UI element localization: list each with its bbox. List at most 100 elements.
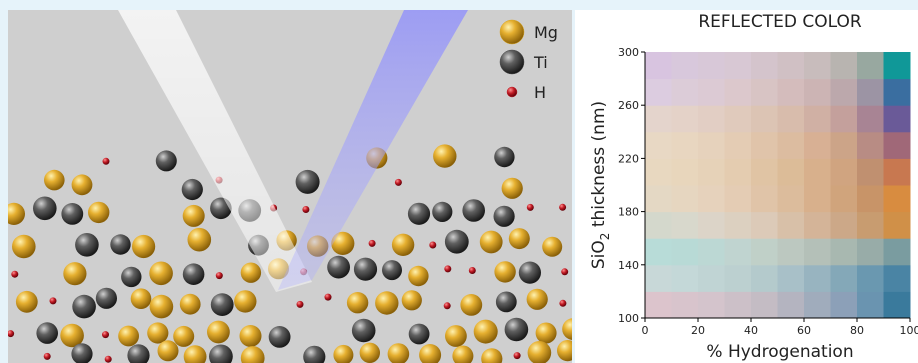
h-atom [216,272,223,279]
legend-label: Mg [534,23,558,42]
page: {"illustration": {"legend": [ {"label": … [0,0,918,363]
mg-atom [183,205,205,227]
chart-title: REFLECTED COLOR [698,12,862,32]
h-atom [561,268,568,275]
h-atom [50,297,57,304]
heatmap-cell [672,212,699,239]
mg-atom [502,178,523,199]
heatmap-cell [831,291,858,318]
legend-swatch [507,87,517,97]
heatmap-cell [804,52,831,79]
heatmap-cell [672,105,699,132]
ti-atom [496,292,517,313]
heatmap-cell [831,52,858,79]
mg-atom [131,288,152,309]
heatmap-cell [751,238,778,265]
heatmap-cell [884,212,911,239]
heatmap-cell [884,158,911,185]
y-axis-label-rest: thickness (nm) [589,101,609,233]
heatmap-cell [804,79,831,106]
heatmap-cell [857,132,884,159]
y-tick-label: 140 [618,259,639,272]
heatmap-cell [778,212,805,239]
y-axis-label-sub: 2 [598,233,612,241]
heatmap-cell [725,158,752,185]
mg-atom [445,325,467,347]
heatmap-cell [884,132,911,159]
heatmap-cell [857,212,884,239]
heatmap-cell [884,105,911,132]
x-axis-label: % Hydrogenation [706,342,853,362]
h-atom [527,204,534,211]
heatmap-cell [884,52,911,79]
h-atom [444,265,451,272]
mg-atom [241,263,261,283]
ti-atom [432,202,452,222]
heatmap-cell [804,132,831,159]
mg-atom [392,234,414,256]
ti-atom [354,258,377,281]
h-atom [105,356,112,363]
heatmap-cell [831,212,858,239]
heatmap-cell [857,52,884,79]
heatmap-cell [751,158,778,185]
ti-atom [505,318,529,342]
y-tick-label: 300 [618,46,639,59]
ti-atom [61,203,83,225]
heatmap-cell [672,52,699,79]
legend-swatch [500,50,524,74]
heatmap-cell [804,212,831,239]
legend-label: Ti [533,53,548,72]
heatmap-cell [751,212,778,239]
mg-atom [88,202,109,223]
heatmap-cell [725,132,752,159]
heatmap-cell [831,185,858,212]
heatmap-cell [857,105,884,132]
heatmap-cell [778,291,805,318]
mg-atom [408,266,428,286]
heatmap-cell [884,265,911,292]
heatmap-cell [884,238,911,265]
mg-atom [460,294,482,316]
mg-atom [360,343,380,363]
h-atom [11,271,18,278]
heatmap-cell [725,105,752,132]
heatmap-cell [698,158,725,185]
y-axis-label: SiO2 thickness (nm) [589,101,612,269]
ti-atom [296,170,320,194]
mg-atom [118,326,139,347]
heatmap-cell [645,105,672,132]
heatmap-cell [804,158,831,185]
mg-atom [132,235,155,258]
heatmap-cell [645,52,672,79]
h-atom [444,302,451,309]
h-atom [429,242,436,249]
heatmap-cell [645,291,672,318]
mg-atom [375,291,398,314]
mg-atom [12,235,36,259]
y-tick-label: 180 [618,206,639,219]
heatmap-cell [778,185,805,212]
heatmap-cell [751,265,778,292]
legend-swatch [500,20,524,44]
y-tick-label: 220 [618,152,639,165]
h-atom [559,300,566,307]
h-atom [559,204,566,211]
heatmap-cell [725,52,752,79]
h-atom [302,206,309,213]
heatmap-cell [857,79,884,106]
mg-atom [188,228,212,252]
ti-atom [494,206,515,227]
heatmap-cell [778,105,805,132]
ti-atom [75,233,99,257]
mg-atom [402,290,422,310]
heatmap-cell [778,52,805,79]
mg-atom [527,289,548,310]
h-atom [297,301,304,308]
ti-atom [96,288,117,309]
heatmap-cell [725,212,752,239]
h-atom [395,179,402,186]
heatmap-cell [672,132,699,159]
ti-atom [269,326,291,348]
heatmap-cell [751,105,778,132]
